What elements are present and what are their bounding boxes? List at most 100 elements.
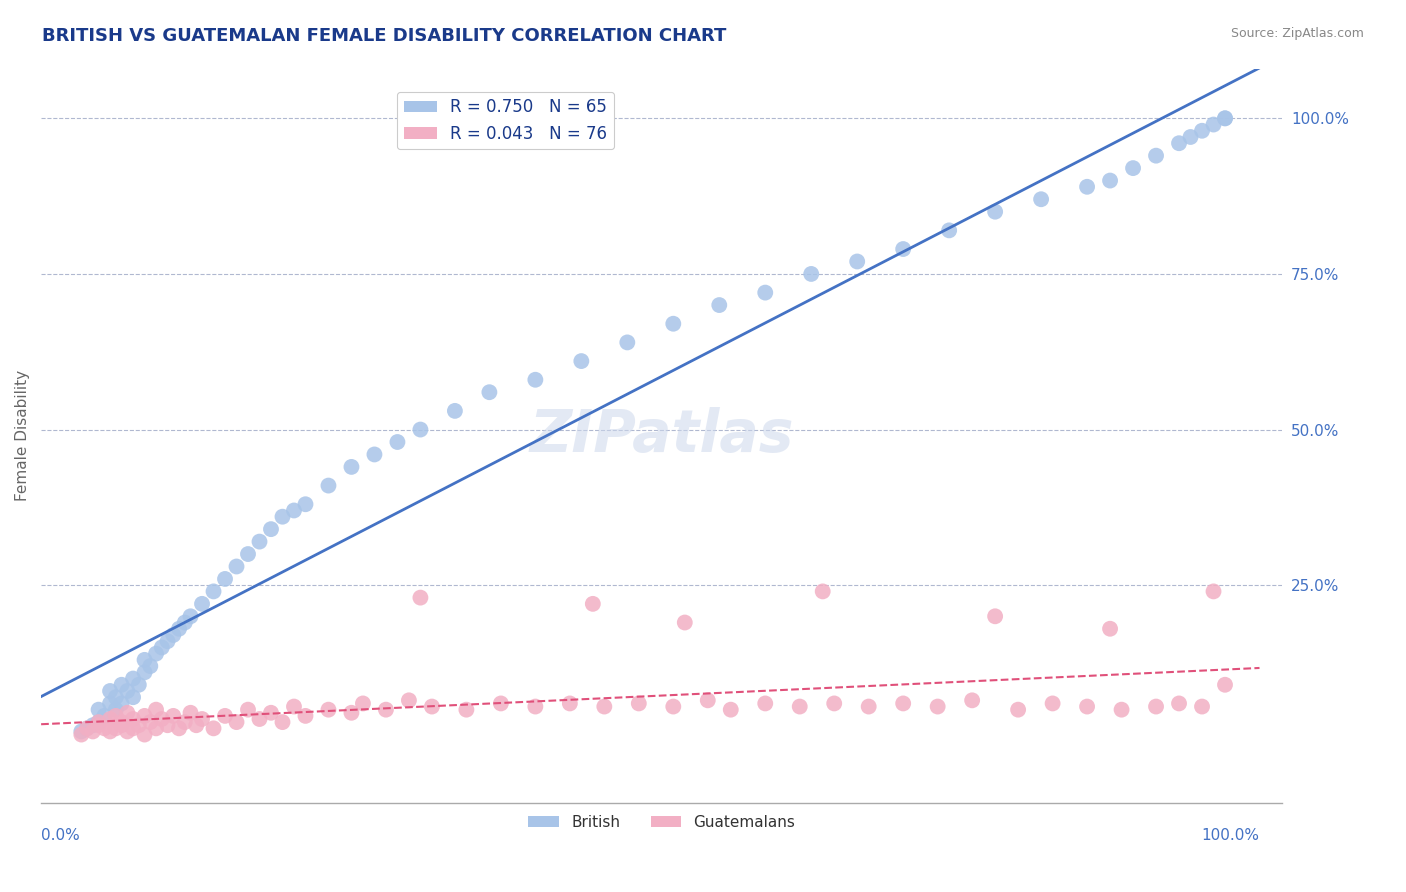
Point xyxy=(202,584,225,599)
Point xyxy=(87,703,110,717)
Point xyxy=(70,724,93,739)
Point xyxy=(283,699,305,714)
Point xyxy=(162,709,184,723)
Point xyxy=(387,435,409,450)
Point xyxy=(673,615,696,630)
Point xyxy=(582,597,605,611)
Point xyxy=(627,697,650,711)
Point xyxy=(593,699,616,714)
Point xyxy=(1042,697,1064,711)
Point xyxy=(214,709,236,723)
Point xyxy=(122,672,145,686)
Point xyxy=(1144,699,1167,714)
Point xyxy=(1144,149,1167,163)
Point xyxy=(1122,161,1144,175)
Point xyxy=(294,497,316,511)
Text: Source: ZipAtlas.com: Source: ZipAtlas.com xyxy=(1230,27,1364,40)
Point xyxy=(82,724,104,739)
Point xyxy=(800,267,823,281)
Point xyxy=(225,715,247,730)
Text: 100.0%: 100.0% xyxy=(1202,828,1260,843)
Point xyxy=(1007,703,1029,717)
Point xyxy=(1202,118,1225,132)
Point xyxy=(846,254,869,268)
Point xyxy=(110,718,132,732)
Point xyxy=(1180,130,1202,145)
Point xyxy=(823,697,845,711)
Point xyxy=(891,697,914,711)
Point xyxy=(104,722,127,736)
Point xyxy=(156,634,179,648)
Point xyxy=(117,706,139,720)
Point xyxy=(294,709,316,723)
Point xyxy=(409,423,432,437)
Point xyxy=(489,697,512,711)
Point xyxy=(167,722,190,736)
Point xyxy=(927,699,949,714)
Point xyxy=(150,712,173,726)
Point xyxy=(191,597,214,611)
Point xyxy=(122,722,145,736)
Point xyxy=(145,703,167,717)
Point xyxy=(271,715,294,730)
Point xyxy=(352,697,374,711)
Point xyxy=(117,684,139,698)
Point xyxy=(398,693,420,707)
Point xyxy=(1168,697,1191,711)
Point xyxy=(87,715,110,730)
Point xyxy=(98,684,121,698)
Point xyxy=(616,335,638,350)
Y-axis label: Female Disability: Female Disability xyxy=(15,370,30,501)
Point xyxy=(374,703,396,717)
Point xyxy=(662,699,685,714)
Point xyxy=(720,703,742,717)
Point xyxy=(478,385,501,400)
Point xyxy=(93,722,115,736)
Point xyxy=(984,204,1007,219)
Point xyxy=(98,724,121,739)
Point xyxy=(858,699,880,714)
Point xyxy=(318,478,340,492)
Point xyxy=(104,703,127,717)
Point xyxy=(1213,678,1236,692)
Point xyxy=(104,690,127,705)
Point xyxy=(420,699,443,714)
Point xyxy=(1029,192,1052,206)
Point xyxy=(524,373,547,387)
Point xyxy=(76,722,98,736)
Point xyxy=(202,722,225,736)
Point xyxy=(1076,699,1098,714)
Point xyxy=(569,354,592,368)
Point xyxy=(444,404,467,418)
Point xyxy=(558,697,581,711)
Point xyxy=(145,722,167,736)
Point xyxy=(134,665,156,680)
Point xyxy=(1191,124,1213,138)
Point xyxy=(156,718,179,732)
Point xyxy=(754,697,776,711)
Point xyxy=(134,728,156,742)
Point xyxy=(98,697,121,711)
Legend: British, Guatemalans: British, Guatemalans xyxy=(522,808,801,836)
Point xyxy=(662,317,685,331)
Point xyxy=(70,728,93,742)
Point xyxy=(754,285,776,300)
Point xyxy=(87,718,110,732)
Point xyxy=(167,622,190,636)
Point xyxy=(110,715,132,730)
Text: BRITISH VS GUATEMALAN FEMALE DISABILITY CORRELATION CHART: BRITISH VS GUATEMALAN FEMALE DISABILITY … xyxy=(42,27,727,45)
Point xyxy=(891,242,914,256)
Point xyxy=(145,647,167,661)
Point xyxy=(110,678,132,692)
Point xyxy=(1168,136,1191,151)
Point xyxy=(225,559,247,574)
Point xyxy=(150,640,173,655)
Point xyxy=(524,699,547,714)
Point xyxy=(180,706,202,720)
Point xyxy=(87,715,110,730)
Point xyxy=(271,509,294,524)
Point xyxy=(104,709,127,723)
Point xyxy=(938,223,960,237)
Point xyxy=(340,706,363,720)
Point xyxy=(789,699,811,714)
